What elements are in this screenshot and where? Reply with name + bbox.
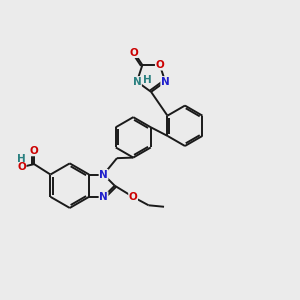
Text: N: N (133, 76, 141, 87)
Text: O: O (17, 162, 26, 172)
Text: O: O (155, 60, 164, 70)
Text: N: N (99, 169, 108, 179)
Text: H: H (143, 75, 152, 85)
Text: O: O (130, 47, 138, 58)
Text: N: N (99, 192, 108, 202)
Text: O: O (30, 146, 38, 156)
Text: O: O (129, 192, 137, 202)
Text: N: N (161, 76, 170, 87)
Text: H: H (17, 154, 26, 164)
